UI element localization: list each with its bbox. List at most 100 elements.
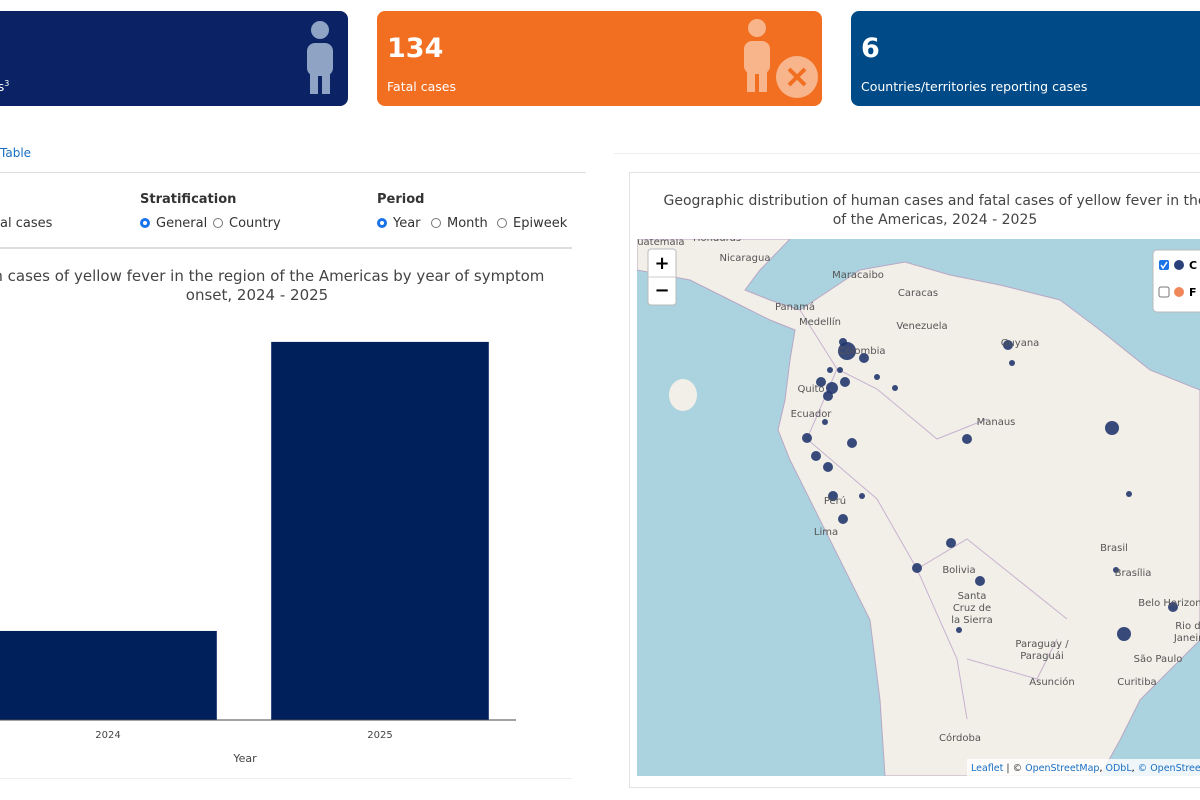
map-label: Lima [814, 527, 838, 538]
legend-label[interactable]: C [1189, 259, 1197, 272]
case-dot [811, 451, 821, 461]
map-title-line: Geographic distribution of human cases a… [663, 193, 1200, 209]
case-dot [946, 538, 956, 548]
case-dot [859, 493, 865, 499]
divider [0, 172, 586, 173]
map-label: Guatemala [637, 239, 685, 248]
card-value: 134 [387, 33, 444, 64]
case-dot [962, 434, 972, 444]
case-dot [1117, 627, 1131, 641]
legend-label[interactable]: F [1189, 286, 1197, 299]
map-label: Honduras [693, 239, 741, 244]
map-label: Asunción [1029, 676, 1074, 688]
option-text: Month [447, 216, 488, 231]
attr-link[interactable]: © OpenStreetM [1138, 763, 1200, 774]
bar [271, 341, 489, 720]
radio-option[interactable]: General [140, 216, 207, 231]
map-label: Perú [824, 495, 846, 507]
card-fatal: 134 Fatal cases [377, 11, 822, 106]
radio-option[interactable]: al cases [0, 216, 52, 231]
zoom-in[interactable]: + [654, 253, 669, 274]
case-dot [802, 433, 812, 443]
divider [614, 153, 1200, 154]
map-label: Colombia [839, 346, 886, 357]
map[interactable]: Guatemala Honduras Nicaragua Maracaibo Carac… [637, 239, 1200, 776]
map-panel [629, 172, 1200, 788]
map-title: Geographic distribution of human cases a… [640, 192, 1200, 230]
option-text: General [156, 216, 208, 231]
case-dot [822, 419, 828, 425]
case-dot [912, 563, 922, 573]
map-label: Panamá [775, 301, 815, 313]
card-label-text: es [0, 79, 5, 95]
fatal-icon [744, 19, 818, 98]
card-sup: 3 [4, 79, 10, 88]
map-label: Janeiro [1173, 633, 1200, 644]
map-label: Ecuador [791, 409, 833, 420]
map-label: Santa [958, 591, 987, 602]
radio-option[interactable]: Month [431, 216, 488, 231]
case-dot [827, 367, 833, 373]
card-label: es3 [0, 79, 9, 94]
control-label: Period [377, 192, 425, 207]
case-dot [847, 438, 857, 448]
case-dot [823, 462, 833, 472]
card-value: 6 [861, 33, 880, 64]
case-dot [1126, 491, 1132, 497]
map-label: Medellín [799, 316, 841, 328]
case-dot [1105, 421, 1119, 435]
map-label: la Sierra [951, 615, 993, 626]
x-tick-label: 2025 [367, 730, 392, 741]
map-label: Córdoba [939, 732, 981, 744]
case-dot [1009, 360, 1015, 366]
map-label: Curitiba [1117, 677, 1156, 688]
option-text: al cases [0, 216, 53, 231]
case-dot [874, 374, 880, 380]
attr-text: | © [1006, 763, 1022, 774]
case-dot [975, 576, 985, 586]
table-tab[interactable]: Table [0, 146, 32, 160]
person-icon [307, 21, 333, 94]
map-label: Paraguay / [1015, 639, 1069, 650]
case-dot [823, 391, 833, 401]
radio-option[interactable]: Country [213, 216, 281, 231]
case-dot [956, 627, 962, 633]
attribution: Leaflet | © OpenStreetMap, ODbL, © OpenS… [971, 763, 1200, 774]
case-dot [816, 377, 826, 387]
case-dot [837, 367, 843, 373]
case-dot [839, 338, 847, 346]
attr-link[interactable]: ODbL [1106, 763, 1133, 774]
map-label: Cruz de [953, 603, 991, 614]
case-dot [840, 377, 850, 387]
card-countries: 6 Countries/territories reporting cases [851, 11, 1200, 106]
option-text: Epiweek [513, 216, 568, 231]
chart: 2024 2025 Year [0, 341, 516, 765]
attr-link[interactable]: Leaflet [971, 763, 1004, 774]
map-label: Caracas [898, 288, 938, 299]
map-label: Manaus [977, 417, 1016, 428]
case-dot [1003, 340, 1013, 350]
case-dot [1113, 567, 1119, 573]
map-label: Brasil [1100, 543, 1128, 554]
chart-panel: man cases of yellow fever in the region … [0, 247, 572, 779]
attr-link[interactable]: OpenStreetMap [1025, 763, 1099, 774]
map-label: São Paulo [1134, 654, 1183, 665]
radio-option[interactable]: Epiweek [497, 216, 567, 231]
case-dot [859, 353, 869, 363]
map-label: Rio de [1175, 621, 1200, 632]
radio-option[interactable]: Year [377, 216, 421, 231]
map-label: Belo Horizonte [1138, 598, 1200, 609]
map-label: Brasília [1115, 567, 1152, 579]
map-label: Bolivia [942, 565, 975, 576]
case-dot [828, 491, 838, 501]
case-dot [892, 385, 898, 391]
zoom-out[interactable]: − [654, 280, 669, 301]
map-label: Paraguái [1020, 650, 1064, 662]
case-dot [826, 382, 838, 394]
card-label: Fatal cases [387, 79, 456, 94]
card-label: Countries/territories reporting cases [861, 79, 1088, 94]
case-dot [1168, 602, 1178, 612]
chart-title: man cases of yellow fever in the region … [0, 267, 545, 304]
map-label: Quito [797, 384, 824, 395]
